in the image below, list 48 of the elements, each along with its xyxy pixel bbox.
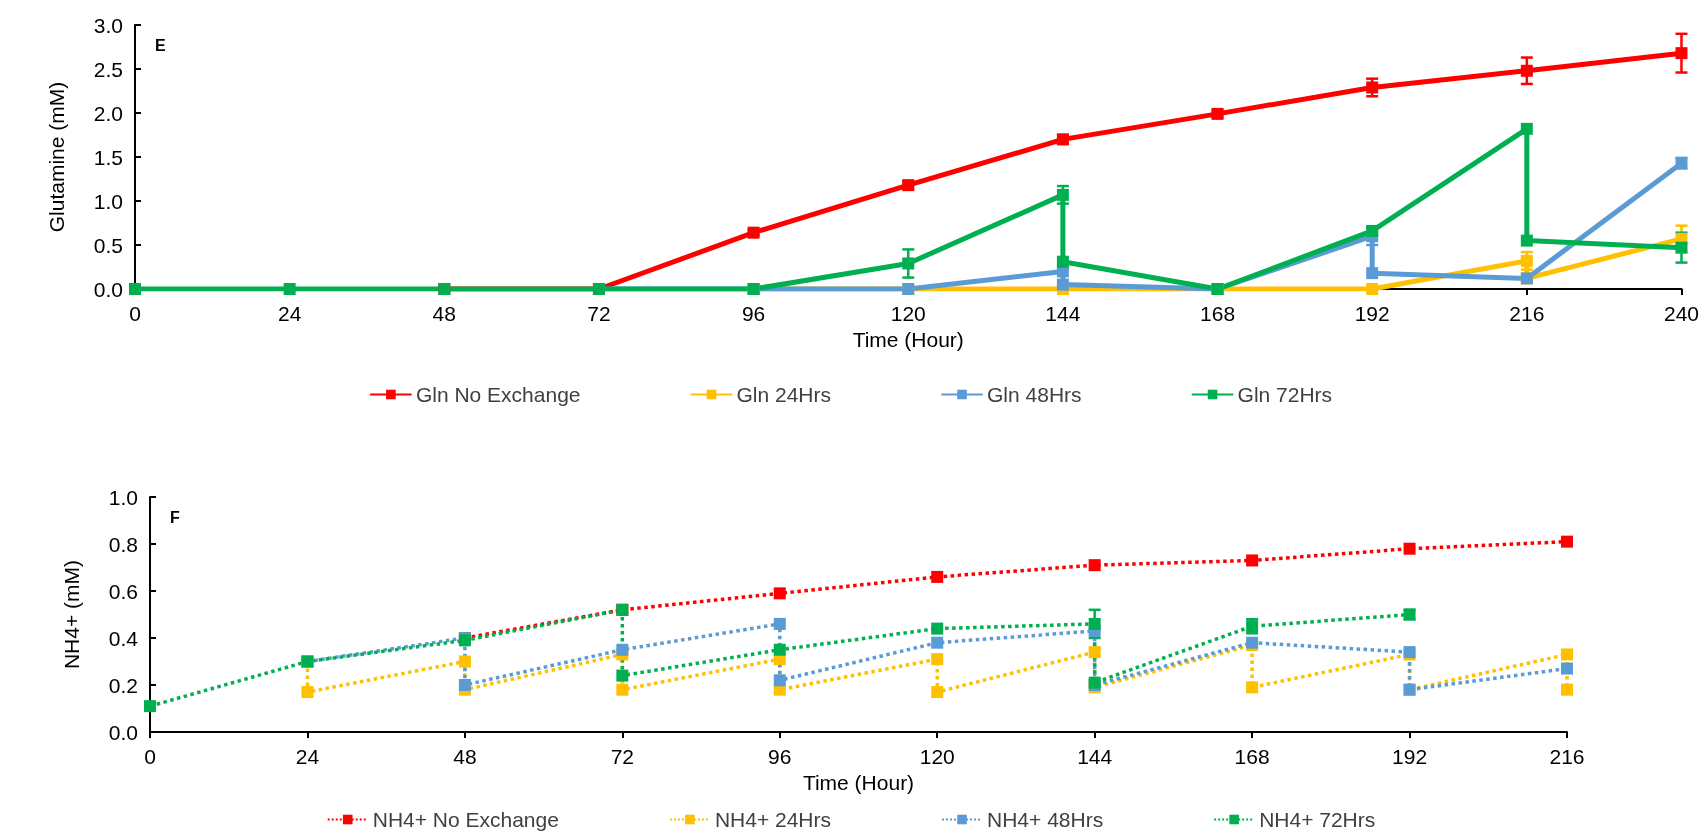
x-tick-label: 192 — [1354, 302, 1390, 325]
x-tick-label: 120 — [890, 302, 926, 325]
x-tick-label: 216 — [1549, 745, 1585, 768]
x-tick-label: 96 — [741, 302, 766, 325]
x-tick-label: 48 — [453, 745, 477, 768]
y-axis-title: NH4+ (mM) — [60, 559, 83, 670]
y-tick-label: 0.2 — [108, 673, 138, 697]
y-tick-label: 0.0 — [108, 720, 138, 744]
x-tick-label: 168 — [1234, 745, 1270, 768]
x-tick-label: 72 — [610, 745, 635, 768]
legend-label: NH4+ 24Hrs — [714, 808, 832, 831]
y-tick-label: 0.6 — [108, 579, 138, 603]
legend-label: Gln No Exchange — [415, 383, 581, 406]
x-tick-label: 240 — [1663, 302, 1699, 325]
y-axis-title: Glutamine (mM) — [45, 81, 68, 233]
y-tick-label: 0.8 — [108, 532, 138, 556]
legend-label: Gln 24Hrs — [736, 383, 832, 406]
x-tick-label: 48 — [432, 302, 456, 325]
x-axis-title: Time (Hour) — [852, 327, 964, 351]
annotation: E — [155, 36, 166, 54]
legend-label: Gln 72Hrs — [1237, 383, 1333, 406]
legend-label: NH4+ No Exchange — [372, 808, 559, 831]
y-tick-label: 2.5 — [93, 57, 123, 81]
x-tick-label: 24 — [295, 745, 320, 768]
x-tick-label: 0 — [129, 302, 141, 325]
x-tick-label: 120 — [919, 745, 955, 768]
y-tick-label: 1.0 — [93, 189, 123, 213]
x-tick-label: 144 — [1077, 745, 1113, 768]
x-tick-label: 96 — [768, 745, 792, 768]
x-tick-label: 0 — [144, 745, 156, 768]
x-tick-label: 192 — [1392, 745, 1428, 768]
x-tick-label: 216 — [1509, 302, 1545, 325]
x-tick-label: 24 — [277, 302, 302, 325]
y-tick-label: 1.0 — [108, 485, 138, 509]
y-tick-label: 3.0 — [93, 13, 123, 37]
x-axis-title: Time (Hour) — [802, 770, 915, 794]
x-tick-label: 144 — [1045, 302, 1081, 325]
x-tick-label: 72 — [587, 302, 611, 325]
y-tick-label: 2.0 — [93, 101, 123, 125]
y-tick-label: 1.5 — [93, 145, 123, 169]
legend-label: Gln 48Hrs — [987, 383, 1082, 406]
annotation: F — [170, 508, 180, 526]
legend-label: NH4+ 72Hrs — [1259, 808, 1376, 831]
y-tick-label: 0.4 — [108, 626, 139, 650]
x-tick-label: 168 — [1200, 302, 1236, 325]
y-tick-label: 0.5 — [93, 233, 123, 257]
legend-label: NH4+ 48Hrs — [987, 808, 1104, 831]
y-tick-label: 0.0 — [93, 277, 123, 301]
